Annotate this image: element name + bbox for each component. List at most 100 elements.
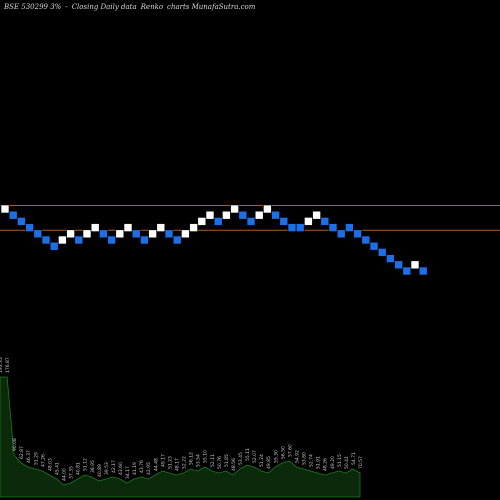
volume-label: 51.91	[316, 456, 322, 469]
renko-brick	[328, 223, 338, 232]
renko-brick	[82, 229, 92, 239]
volume-label: 47.26	[40, 454, 46, 467]
renko-brick	[377, 248, 387, 257]
renko-brick	[172, 235, 182, 245]
renko-brick	[213, 217, 223, 226]
renko-brick	[8, 210, 18, 220]
volume-label: 49.85	[266, 456, 272, 469]
volume-label: 41.19	[132, 462, 138, 475]
volume-label: 45.41	[55, 462, 61, 475]
renko-brick	[156, 223, 166, 232]
volume-label: 53.54	[196, 454, 202, 467]
volume-label: 53.80	[302, 452, 308, 465]
renko-brick	[181, 229, 190, 239]
renko-brick	[246, 217, 256, 226]
volume-label: 50.76	[217, 456, 223, 469]
description-label: Closing Daily data	[71, 3, 137, 11]
volume-label: 49.17	[160, 454, 166, 467]
renko-brick	[230, 204, 239, 214]
renko-brick	[353, 229, 362, 239]
volume-label: 52.11	[210, 454, 216, 467]
renko-brick	[49, 241, 59, 251]
symbol-label: BSE 530299 3%	[4, 3, 62, 11]
renko-brick	[345, 223, 354, 232]
renko-brick	[205, 210, 215, 220]
renko-brick	[164, 229, 174, 239]
renko-brick	[336, 229, 346, 239]
volume-label: 51.15	[337, 454, 343, 467]
volume-label: 176.87	[5, 357, 11, 373]
volume-label: 52.22	[182, 456, 188, 469]
volume-label: 50.41	[344, 456, 350, 469]
volume-label: 51.29	[33, 452, 39, 465]
volume-label: 34.17	[125, 466, 131, 479]
volume-label: 52.74	[309, 454, 315, 467]
volume-label: 54.71	[351, 452, 357, 465]
renko-brick	[263, 204, 272, 214]
renko-brick	[25, 223, 34, 232]
volume-label: 56.12	[189, 452, 195, 465]
renko-brick	[17, 217, 26, 226]
renko-brick	[99, 229, 108, 239]
renko-brick	[58, 235, 67, 245]
separator-label: -	[65, 3, 68, 11]
chart-kind-label: Renko	[140, 3, 164, 11]
volume-label: 42.17	[111, 460, 117, 473]
volume-label: 42.95	[146, 462, 152, 475]
renko-brick	[386, 254, 395, 263]
renko-brick	[254, 210, 264, 220]
renko-brick	[238, 210, 248, 220]
renko-brick	[74, 235, 84, 245]
renko-brick	[115, 229, 125, 239]
renko-brick	[410, 260, 420, 270]
volume-label: 55.10	[203, 450, 209, 463]
volume-label: 53.45	[238, 452, 244, 465]
volume-area	[0, 376, 361, 498]
volume-label: 70.57	[358, 456, 364, 469]
renko-brick	[123, 223, 133, 232]
chart-header: BSE 530299 3% - Closing Daily data Renko cha…	[4, 3, 259, 11]
volume-label: 48.56	[231, 458, 237, 471]
renko-brick	[140, 235, 149, 245]
renko-brick	[271, 210, 280, 220]
volume-label: 51.85	[224, 454, 230, 467]
renko-brick	[402, 266, 412, 276]
volume-label: 52.07	[252, 450, 258, 463]
renko-brick	[197, 217, 207, 226]
renko-brick	[369, 241, 379, 251]
volume-label: 38.95	[90, 460, 96, 473]
volume-label: 62.87	[19, 446, 25, 459]
renko-brick	[189, 223, 198, 232]
volume-label: 49.20	[330, 456, 336, 469]
renko-brick	[287, 223, 297, 232]
volume-label: 90.08	[12, 438, 18, 451]
volume-label: 48.17	[175, 458, 181, 471]
volume-label: 56.50	[280, 446, 286, 459]
renko-brick	[131, 229, 141, 239]
renko-brick	[33, 229, 43, 239]
volume-label: 46.37	[26, 450, 32, 463]
renko-brick	[418, 266, 428, 276]
renko-brick	[320, 217, 330, 226]
renko-brick	[222, 210, 231, 220]
renko-brick	[295, 223, 305, 232]
renko-brick	[41, 235, 51, 245]
volume-label: 40.89	[97, 464, 103, 477]
volume-label: 44.00	[62, 468, 68, 481]
volume-label: 40.81	[76, 462, 82, 475]
volume-label: 51.24	[259, 454, 265, 467]
renko-brick	[361, 235, 371, 245]
volume-label: 43.76	[139, 460, 145, 473]
volume-label: 48.26	[323, 458, 329, 471]
volume-label: 54.92	[295, 450, 301, 463]
volume-label: 193.35	[0, 357, 4, 373]
volume-label: 51.12	[83, 458, 89, 471]
renko-brick	[90, 223, 100, 232]
volume-label: 57.60	[287, 444, 293, 457]
renko-brick	[304, 217, 313, 226]
volume-label: 39.53	[104, 462, 110, 475]
site-label: charts MunafaSutra.com	[167, 3, 256, 11]
volume-label: 51.23	[167, 456, 173, 469]
renko-brick	[312, 210, 321, 220]
